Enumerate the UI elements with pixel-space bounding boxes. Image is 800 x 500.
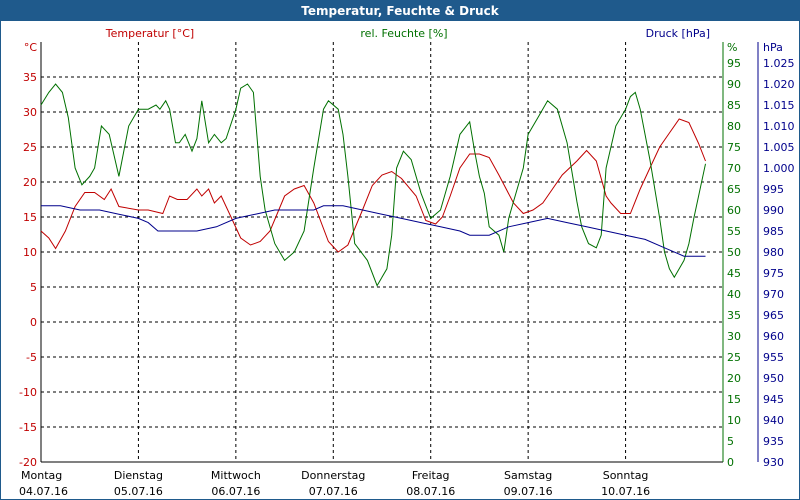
humidity-tick-label: 45 xyxy=(727,267,741,280)
day-weekday-label: Mittwoch xyxy=(211,469,261,482)
pressure-tick-label: 1.010 xyxy=(763,120,795,133)
humidity-tick-label: 90 xyxy=(727,78,741,91)
pressure-tick-label: 970 xyxy=(763,288,784,301)
humidity-tick-label: 65 xyxy=(727,183,741,196)
pressure-tick-label: 935 xyxy=(763,435,784,448)
temperature-tick-label: 35 xyxy=(23,71,37,84)
humidity-tick-label: 70 xyxy=(727,162,741,175)
pressure-tick-label: 930 xyxy=(763,456,784,469)
plot-axes xyxy=(40,42,759,463)
pressure-tick-label: 940 xyxy=(763,414,784,427)
temperature-tick-label: 30 xyxy=(23,106,37,119)
day-weekday-label: Samstag xyxy=(504,469,552,482)
pressure-series-line xyxy=(41,205,706,257)
pressure-tick-label: 990 xyxy=(763,204,784,217)
temperature-tick-label: 20 xyxy=(23,176,37,189)
temperature-tick-label: -10 xyxy=(19,386,37,399)
humidity-tick-label: 20 xyxy=(727,372,741,385)
temperature-tick-label: 0 xyxy=(30,316,37,329)
pressure-tick-label: 1.020 xyxy=(763,78,795,91)
day-date-label: 10.07.16 xyxy=(601,485,650,498)
pressure-tick-label: 1.005 xyxy=(763,141,795,154)
humidity-series-label: rel. Feuchte [%] xyxy=(360,27,447,40)
day-date-label: 05.07.16 xyxy=(114,485,163,498)
humidity-tick-label: 5 xyxy=(727,435,734,448)
humidity-tick-label: 75 xyxy=(727,141,741,154)
temperature-tick-label: 5 xyxy=(30,281,37,294)
humidity-tick-label: 10 xyxy=(727,414,741,427)
day-date-label: 04.07.16 xyxy=(19,485,68,498)
humidity-tick-label: 60 xyxy=(727,204,741,217)
temperature-tick-label: -15 xyxy=(19,421,37,434)
humidity-tick-label: 50 xyxy=(727,246,741,259)
day-weekday-label: Freitag xyxy=(412,469,450,482)
pressure-tick-label: 985 xyxy=(763,225,784,238)
pressure-tick-label: 955 xyxy=(763,351,784,364)
day-weekday-label: Montag xyxy=(21,469,62,482)
humidity-tick-label: 80 xyxy=(727,120,741,133)
temperature-tick-label: -20 xyxy=(19,456,37,469)
humidity-tick-label: 25 xyxy=(727,351,741,364)
humidity-series-line xyxy=(40,83,706,287)
day-date-label: 09.07.16 xyxy=(504,485,553,498)
pressure-tick-label: 995 xyxy=(763,183,784,196)
temperature-series-label: Temperatur [°C] xyxy=(105,27,194,40)
humidity-tick-label: 15 xyxy=(727,393,741,406)
pressure-series-label: Druck [hPa] xyxy=(646,27,710,40)
pressure-tick-label: 945 xyxy=(763,393,784,406)
day-date-label: 08.07.16 xyxy=(406,485,455,498)
series-lines xyxy=(40,83,706,287)
temperature-tick-label: -5 xyxy=(26,351,37,364)
humidity-tick-label: 30 xyxy=(727,330,741,343)
pressure-tick-label: 1.000 xyxy=(763,162,795,175)
humidity-tick-label: 95 xyxy=(727,57,741,70)
pressure-tick-label: 1.015 xyxy=(763,99,795,112)
pressure-tick-label: 1.025 xyxy=(763,57,795,70)
temperature-tick-label: 15 xyxy=(23,211,37,224)
temperature-tick-label: 25 xyxy=(23,141,37,154)
humidity-unit-label: % xyxy=(727,41,737,54)
humidity-tick-label: 35 xyxy=(727,309,741,322)
temperature-tick-label: 10 xyxy=(23,246,37,259)
window-title: Temperatur, Feuchte & Druck xyxy=(1,1,799,21)
temperature-series-line xyxy=(40,118,706,253)
grid-lines xyxy=(41,42,723,462)
humidity-tick-label: 85 xyxy=(727,99,741,112)
day-date-label: 06.07.16 xyxy=(211,485,260,498)
day-date-label: 07.07.16 xyxy=(309,485,358,498)
humidity-tick-label: 55 xyxy=(727,225,741,238)
pressure-tick-label: 965 xyxy=(763,309,784,322)
pressure-unit-label: hPa xyxy=(763,41,783,54)
pressure-tick-label: 950 xyxy=(763,372,784,385)
humidity-tick-label: 40 xyxy=(727,288,741,301)
day-weekday-label: Sonntag xyxy=(603,469,649,482)
axis-labels: -20 -15 -10 -5 0 5 10 15 20 25 30 35 °C 0 5 10 15 20 25 30 3… xyxy=(19,27,795,498)
humidity-tick-label: 0 xyxy=(727,456,734,469)
pressure-tick-label: 980 xyxy=(763,246,784,259)
pressure-tick-label: 960 xyxy=(763,330,784,343)
day-weekday-label: Dienstag xyxy=(114,469,163,482)
day-weekday-label: Donnerstag xyxy=(301,469,365,482)
temperature-unit-label: °C xyxy=(24,41,38,54)
pressure-tick-label: 975 xyxy=(763,267,784,280)
